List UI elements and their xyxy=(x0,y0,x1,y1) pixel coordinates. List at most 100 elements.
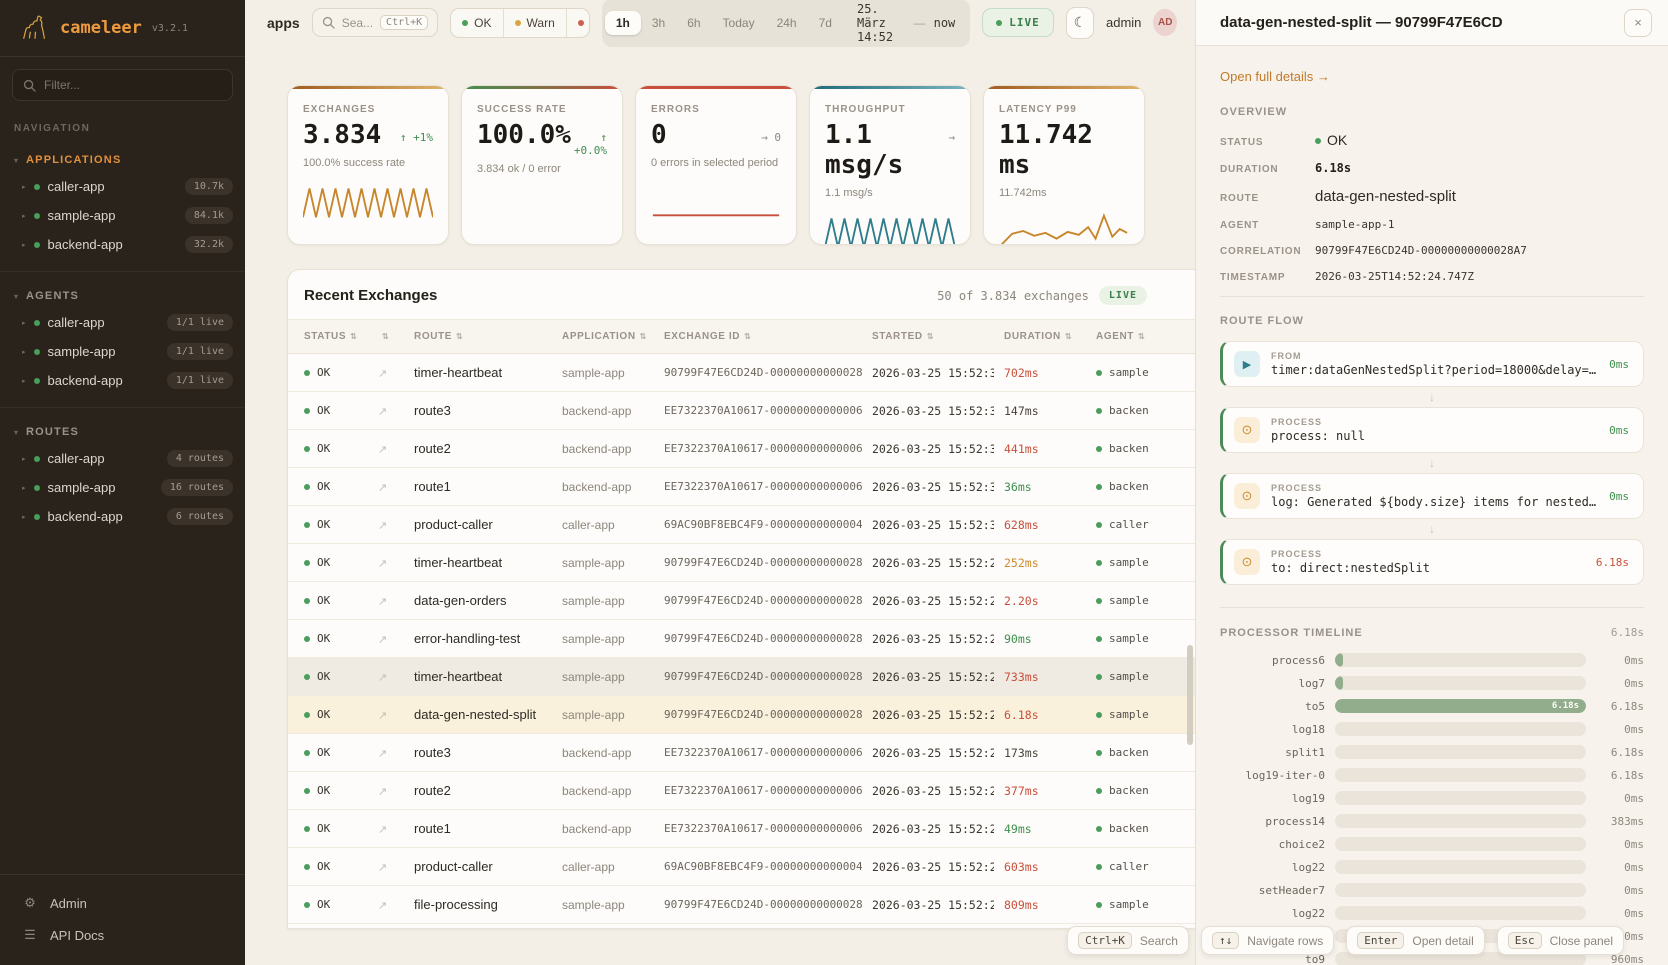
time-range-1h[interactable]: 1h xyxy=(604,10,641,35)
route-flow-step-4[interactable]: ⊙ PROCESS to: direct:nestedSplit 6.18s xyxy=(1220,539,1644,585)
time-range-24h[interactable]: 24h xyxy=(766,11,808,35)
user-menu[interactable]: admin xyxy=(1106,15,1142,30)
sidebar-item-caller-app[interactable]: ▸ caller-app 4 routes xyxy=(0,444,245,473)
application-cell: backend-app xyxy=(552,771,654,810)
open-link-cell[interactable]: ↗ xyxy=(368,695,404,734)
sidebar-item-backend-app[interactable]: ▸ backend-app 6 routes xyxy=(0,502,245,531)
flow-step-text: process: null xyxy=(1271,429,1365,443)
chevron-right-icon: ▸ xyxy=(22,212,26,220)
open-link-cell[interactable]: ↗ xyxy=(368,429,404,468)
sidebar-footer-admin[interactable]: ⚙ Admin xyxy=(22,887,223,919)
route-flow-step-2[interactable]: ⊙ PROCESS process: null 0ms xyxy=(1220,407,1644,453)
table-row[interactable]: OK ↗ error-handling-test sample-app 90799F47… xyxy=(288,619,1195,658)
column-header-link[interactable]: ⇅ xyxy=(368,319,404,354)
open-link-cell[interactable]: ↗ xyxy=(368,543,404,582)
table-row[interactable]: OK ↗ data-gen-nested-split sample-app 90799F… xyxy=(288,695,1195,734)
nav-item-apps[interactable]: apps xyxy=(267,14,300,31)
column-header-route[interactable]: ROUTE ⇅ xyxy=(404,319,552,354)
time-range-today[interactable]: Today xyxy=(712,11,766,35)
column-header-exchange-id[interactable]: EXCHANGE ID ⇅ xyxy=(654,319,862,354)
status-dot xyxy=(304,712,310,718)
sidebar-item-backend-app[interactable]: ▸ backend-app 32.2k xyxy=(0,230,245,259)
stat-card-success-rate: SUCCESS RATE 100.0% ↑ +0.0% 3.834 ok / 0 er… xyxy=(461,85,623,245)
sidebar-item-sample-app[interactable]: ▸ sample-app 16 routes xyxy=(0,473,245,502)
external-link-icon: ↗ xyxy=(378,444,388,456)
status-filter-ok[interactable]: OK xyxy=(451,9,502,37)
time-range-3h[interactable]: 3h xyxy=(641,11,676,35)
timeline-row: process6 0ms xyxy=(1220,653,1644,667)
table-row[interactable]: OK ↗ data-gen-orders sample-app 90799F47E6CD… xyxy=(288,581,1195,620)
sidebar-item-sample-app[interactable]: ▸ sample-app 84.1k xyxy=(0,201,245,230)
open-link-cell[interactable]: ↗ xyxy=(368,619,404,658)
external-link-icon: ↗ xyxy=(378,558,388,570)
status-cell: OK xyxy=(288,581,368,620)
status-dot xyxy=(304,864,310,870)
timeline-processor-name: log18 xyxy=(1291,722,1325,736)
table-row[interactable]: OK ↗ route1 backend-app EE7322370A10617-0000… xyxy=(288,467,1195,506)
status-filter-e[interactable]: E xyxy=(565,8,589,37)
open-link-cell[interactable]: ↗ xyxy=(368,391,404,430)
open-full-details-link[interactable]: Open full details → xyxy=(1220,69,1330,84)
table-row[interactable]: OK ↗ route2 backend-app EE7322370A10617-0000… xyxy=(288,771,1195,810)
sidebar-section-header-routes[interactable]: ▾ ROUTES xyxy=(0,418,245,444)
column-header-started[interactable]: STARTED ⇅ xyxy=(862,319,994,354)
panel-body: Open full details → OVERVIEW STATUS OK D… xyxy=(1196,46,1668,965)
sidebar-filter-input[interactable]: Filter... xyxy=(12,69,233,101)
sidebar-footer-api-docs[interactable]: ☰ API Docs xyxy=(22,919,223,951)
column-header-status[interactable]: STATUS ⇅ xyxy=(288,319,368,354)
time-range-7d[interactable]: 7d xyxy=(808,11,843,35)
table-row[interactable]: OK ↗ product-caller caller-app 69AC90BF8EBC4… xyxy=(288,505,1195,544)
open-link-cell[interactable]: ↗ xyxy=(368,771,404,810)
sidebar-section-header-agents[interactable]: ▾ AGENTS xyxy=(0,282,245,308)
theme-toggle[interactable]: ☾ xyxy=(1065,6,1094,39)
open-link-cell[interactable]: ↗ xyxy=(368,733,404,772)
sidebar-section-header-applications[interactable]: ▾ APPLICATIONS xyxy=(0,146,245,172)
sidebar-item-sample-app[interactable]: ▸ sample-app 1/1 live xyxy=(0,337,245,366)
agent-cell: sample xyxy=(1086,619,1195,658)
table-row[interactable]: OK ↗ timer-heartbeat sample-app 90799F47E6CD… xyxy=(288,353,1195,392)
overview-section: STATUS OK DURATION 6.18s ROUTE data-gen-… xyxy=(1220,132,1644,283)
table-row[interactable]: OK ↗ product-caller caller-app 69AC90BF8EBC4… xyxy=(288,847,1195,886)
close-panel-button[interactable]: × xyxy=(1624,8,1652,37)
table-row[interactable]: OK ↗ route2 backend-app EE7322370A10617-0000… xyxy=(288,429,1195,468)
table-row[interactable]: OK ↗ route3 backend-app EE7322370A10617-0000… xyxy=(288,733,1195,772)
open-link-cell[interactable]: ↗ xyxy=(368,467,404,506)
table-row[interactable]: OK ↗ timer-heartbeat sample-app 90799F47E6CD… xyxy=(288,657,1195,696)
duration-cell: 90ms xyxy=(994,619,1086,658)
route-flow-step-3[interactable]: ⊙ PROCESS log: Generated ${body.size} item… xyxy=(1220,473,1644,519)
route-flow-step-1[interactable]: ▶ FROM timer:dataGenNestedSplit?period=180… xyxy=(1220,341,1644,387)
timeline-value: 0ms xyxy=(1624,722,1644,736)
open-link-cell[interactable]: ↗ xyxy=(368,885,404,924)
open-link-cell[interactable]: ↗ xyxy=(368,353,404,392)
hint-label: Open detail xyxy=(1412,933,1474,948)
sort-icon: ⇅ xyxy=(926,332,934,341)
column-header-application[interactable]: APPLICATION ⇅ xyxy=(552,319,654,354)
application-cell: sample-app xyxy=(552,619,654,658)
live-toggle[interactable]: LIVE xyxy=(982,8,1054,37)
open-link-cell[interactable]: ↗ xyxy=(368,657,404,696)
table-row[interactable]: OK ↗ route3 backend-app EE7322370A10617-0000… xyxy=(288,391,1195,430)
table-row[interactable]: OK ↗ file-processing sample-app 90799F47E6CD… xyxy=(288,885,1195,924)
main-scrollbar[interactable] xyxy=(1187,645,1193,745)
open-link-cell[interactable]: ↗ xyxy=(368,505,404,544)
sidebar-item-caller-app[interactable]: ▸ caller-app 10.7k xyxy=(0,172,245,201)
column-header-duration[interactable]: DURATION ⇅ xyxy=(994,319,1086,354)
search-input[interactable]: Sea... Ctrl+K xyxy=(311,8,439,37)
open-link-cell[interactable]: ↗ xyxy=(368,847,404,886)
timeline-bar-track xyxy=(1335,676,1586,690)
table-row[interactable]: OK ↗ timer-heartbeat sample-app 90799F47E6CD… xyxy=(288,543,1195,582)
table-row[interactable]: OK ↗ route1 backend-app EE7322370A10617-0000… xyxy=(288,809,1195,848)
open-link-cell[interactable]: ↗ xyxy=(368,809,404,848)
open-link-cell[interactable]: ↗ xyxy=(368,581,404,620)
timeline-processor-name: to9 xyxy=(1305,952,1325,965)
status-filter-warn[interactable]: Warn xyxy=(502,8,566,37)
timeline-value: 960ms xyxy=(1610,952,1644,965)
avatar[interactable]: AD xyxy=(1153,9,1177,36)
sidebar-item-backend-app[interactable]: ▸ backend-app 1/1 live xyxy=(0,366,245,395)
time-range-6h[interactable]: 6h xyxy=(676,11,711,35)
status-dot xyxy=(1096,712,1102,718)
exchange-id-cell: 90799F47E6CD24D-00000000000028A7 xyxy=(654,695,862,734)
column-header-agent[interactable]: AGENT ⇅ xyxy=(1086,319,1195,354)
sidebar-item-caller-app[interactable]: ▸ caller-app 1/1 live xyxy=(0,308,245,337)
status-dot xyxy=(1096,560,1102,566)
